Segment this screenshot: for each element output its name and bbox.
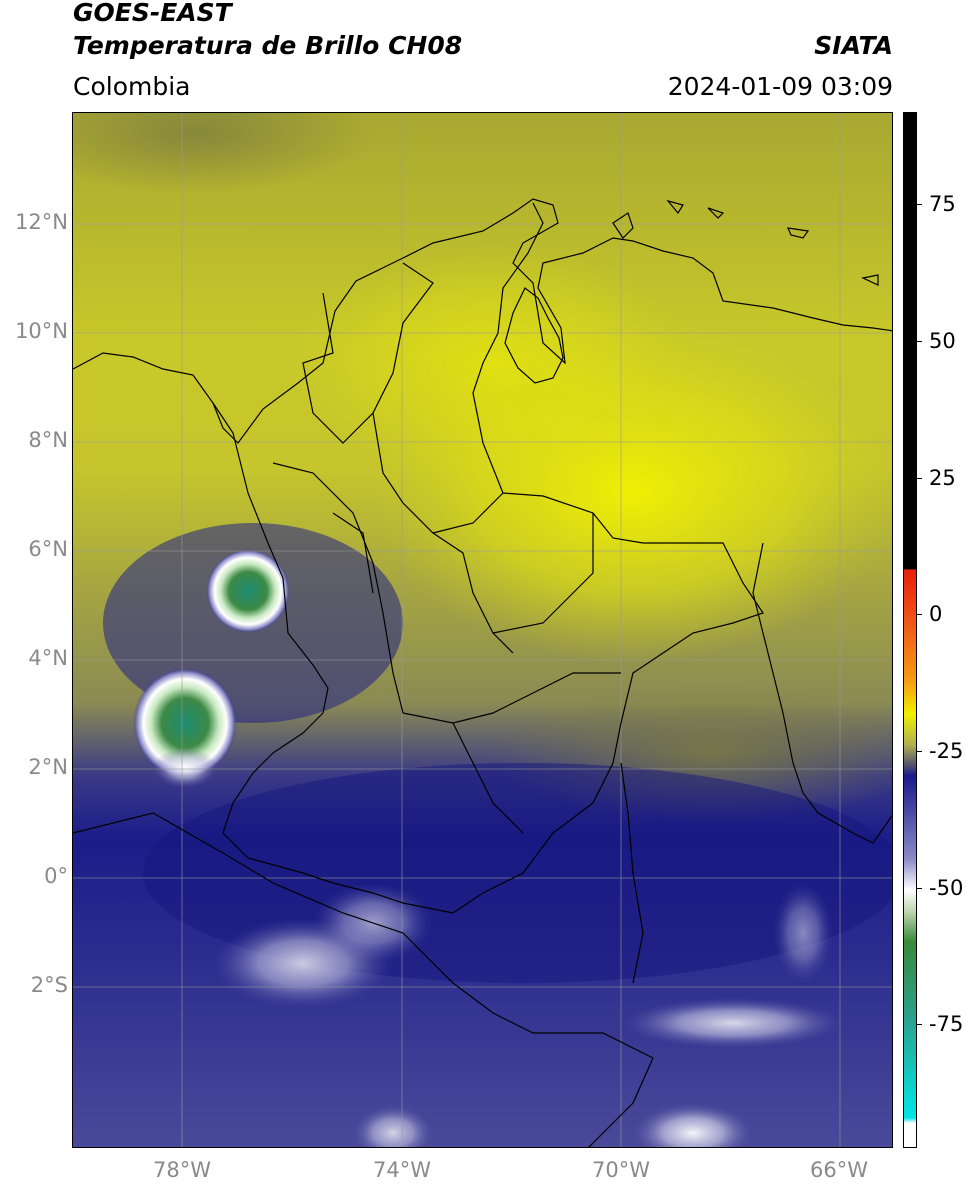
internal-divisions [272, 262, 621, 834]
colorbar-tick [917, 751, 922, 752]
title-product: Temperatura de Brillo CH08 [73, 31, 463, 60]
colorbar-label-minus50: -50 [929, 876, 964, 900]
lon-label-74w: 74°W [373, 1158, 431, 1182]
colorbar-gradient [904, 113, 916, 1147]
lat-label-0: 0° [44, 864, 68, 888]
colorbar-label-75: 75 [929, 192, 956, 216]
colorbar [903, 112, 917, 1148]
islands [612, 199, 879, 286]
lat-label-2n: 2°N [28, 755, 68, 779]
storm-cell [153, 748, 217, 788]
cirrus-band [773, 883, 833, 983]
colorbar-label-minus25: -25 [929, 739, 964, 763]
brazil-border [620, 762, 644, 984]
colorbar-tick [917, 204, 922, 205]
peru-ecuador-border [73, 812, 654, 1147]
colorbar-tick [917, 1024, 922, 1025]
lat-label-6n: 6°N [28, 537, 68, 561]
lat-label-10n: 10°N [15, 319, 68, 343]
lon-label-66w: 66°W [810, 1158, 868, 1182]
lat-label-8n: 8°N [28, 428, 68, 452]
colorbar-tick [917, 341, 922, 342]
map-panel [72, 112, 893, 1148]
lon-label-70w: 70°W [592, 1158, 650, 1182]
lat-label-4n: 4°N [28, 646, 68, 670]
satellite-map [73, 113, 892, 1147]
colorbar-tick [917, 478, 922, 479]
title-satellite: GOES-EAST [73, 0, 232, 27]
storm-cell [206, 549, 290, 633]
datetime-label: 2024-01-09 03:09 [667, 72, 893, 101]
colorbar-tick [917, 888, 922, 889]
venezuela-border [752, 542, 892, 844]
cirrus-band [633, 1103, 753, 1147]
graticule [73, 113, 892, 1147]
region-label: Colombia [73, 72, 191, 101]
olive-zone [73, 113, 373, 193]
colorbar-tick [917, 614, 922, 615]
storm-cell [133, 668, 237, 778]
colombia-border [212, 202, 764, 914]
lat-label-2s: 2°S [30, 973, 68, 997]
colorbar-label-minus75: -75 [929, 1012, 964, 1036]
warm-zone [293, 243, 693, 483]
lon-label-78w: 78°W [153, 1158, 211, 1182]
colorbar-label-25: 25 [929, 466, 956, 490]
cirrus-band [623, 998, 843, 1048]
lat-label-12n: 12°N [15, 210, 68, 234]
cirrus-band [353, 1105, 433, 1147]
colorbar-label-50: 50 [929, 329, 956, 353]
brand-label: SIATA [814, 31, 893, 60]
caribbean-coast [73, 198, 892, 444]
boundaries [73, 198, 892, 1147]
colorbar-label-0: 0 [929, 602, 943, 626]
maracaibo-lake [504, 287, 564, 384]
